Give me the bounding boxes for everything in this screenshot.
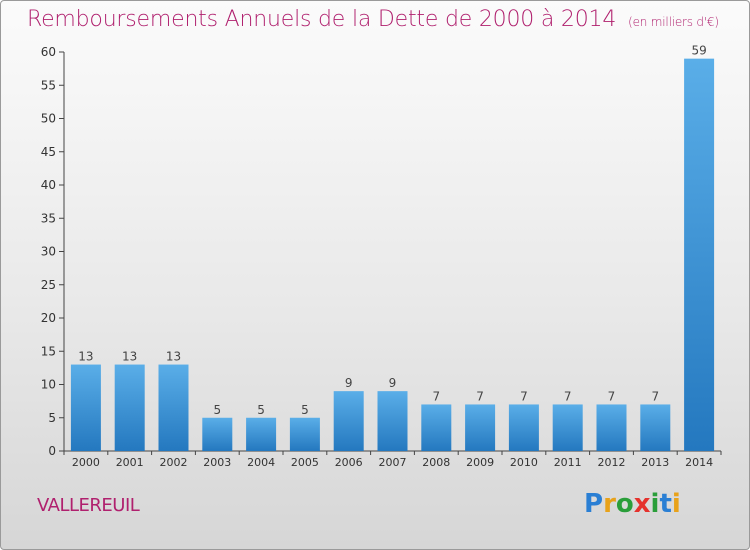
y-tick-label: 15 bbox=[41, 344, 56, 358]
logo-letter: r bbox=[603, 489, 616, 519]
data-label: 7 bbox=[608, 389, 616, 403]
data-label: 13 bbox=[78, 350, 93, 364]
data-label: 5 bbox=[213, 403, 221, 417]
data-label: 13 bbox=[122, 350, 137, 364]
logo-letter: o bbox=[615, 489, 634, 519]
logo-letter: P bbox=[584, 489, 604, 519]
data-label: 7 bbox=[476, 389, 484, 403]
bar-2014 bbox=[684, 58, 715, 452]
x-tick-label: 2007 bbox=[379, 456, 407, 469]
y-tick-label: 0 bbox=[48, 444, 56, 458]
title-unit: (en milliers d'€) bbox=[628, 15, 719, 29]
bar-2002 bbox=[158, 364, 189, 451]
data-label: 7 bbox=[432, 389, 440, 403]
data-label: 7 bbox=[651, 389, 659, 403]
y-tick-label: 40 bbox=[41, 178, 56, 192]
y-tick-label: 20 bbox=[41, 311, 56, 325]
proxiti-logo: Proxiti bbox=[584, 489, 681, 519]
bar-2010 bbox=[508, 404, 539, 451]
chart-title: Remboursements Annuels de la Dette de 20… bbox=[27, 7, 719, 32]
y-tick-label: 30 bbox=[41, 245, 56, 259]
x-tick-label: 2008 bbox=[422, 456, 450, 469]
x-tick-label: 2000 bbox=[72, 456, 100, 469]
y-tick-label: 25 bbox=[41, 278, 56, 292]
logo-letter: t bbox=[659, 489, 672, 519]
title-text: Remboursements Annuels de la Dette de 20… bbox=[27, 7, 617, 32]
y-tick-label: 60 bbox=[41, 45, 56, 59]
data-label: 7 bbox=[564, 389, 572, 403]
bar-2013 bbox=[640, 404, 671, 451]
x-tick-label: 2014 bbox=[685, 456, 713, 469]
data-label: 9 bbox=[389, 376, 397, 390]
bar-2004 bbox=[246, 417, 277, 451]
data-label: 9 bbox=[345, 376, 353, 390]
y-tick-label: 55 bbox=[41, 78, 56, 92]
commune-name: VALLEREUIL bbox=[37, 495, 140, 516]
x-tick-label: 2003 bbox=[203, 456, 231, 469]
data-label: 5 bbox=[301, 403, 309, 417]
logo-letter: i bbox=[671, 489, 681, 519]
x-tick-label: 2002 bbox=[160, 456, 188, 469]
bar-2000 bbox=[70, 364, 101, 451]
x-tick-label: 2012 bbox=[598, 456, 626, 469]
bar-2006 bbox=[333, 391, 364, 451]
bar-2009 bbox=[465, 404, 496, 451]
data-label: 7 bbox=[520, 389, 528, 403]
x-tick-label: 2005 bbox=[291, 456, 319, 469]
y-tick-label: 35 bbox=[41, 211, 56, 225]
x-tick-label: 2013 bbox=[641, 456, 669, 469]
bar-2012 bbox=[596, 404, 627, 451]
bar-2007 bbox=[377, 391, 408, 451]
bar-2001 bbox=[114, 364, 145, 451]
logo-letter: x bbox=[633, 489, 651, 519]
x-tick-label: 2011 bbox=[554, 456, 582, 469]
x-tick-label: 2004 bbox=[247, 456, 275, 469]
bar-2003 bbox=[202, 417, 233, 451]
bar-2005 bbox=[289, 417, 320, 451]
x-tick-label: 2009 bbox=[466, 456, 494, 469]
y-tick-label: 10 bbox=[41, 378, 56, 392]
x-tick-label: 2001 bbox=[116, 456, 144, 469]
y-tick-label: 45 bbox=[41, 145, 56, 159]
data-label: 5 bbox=[257, 403, 265, 417]
x-tick-label: 2006 bbox=[335, 456, 363, 469]
y-tick-label: 5 bbox=[48, 411, 56, 425]
y-tick-label: 50 bbox=[41, 112, 56, 126]
data-label: 13 bbox=[166, 350, 181, 364]
data-label: 59 bbox=[691, 44, 706, 58]
bar-2008 bbox=[421, 404, 452, 451]
bar-2011 bbox=[552, 404, 583, 451]
x-tick-label: 2010 bbox=[510, 456, 538, 469]
logo-letter: i bbox=[650, 489, 660, 519]
